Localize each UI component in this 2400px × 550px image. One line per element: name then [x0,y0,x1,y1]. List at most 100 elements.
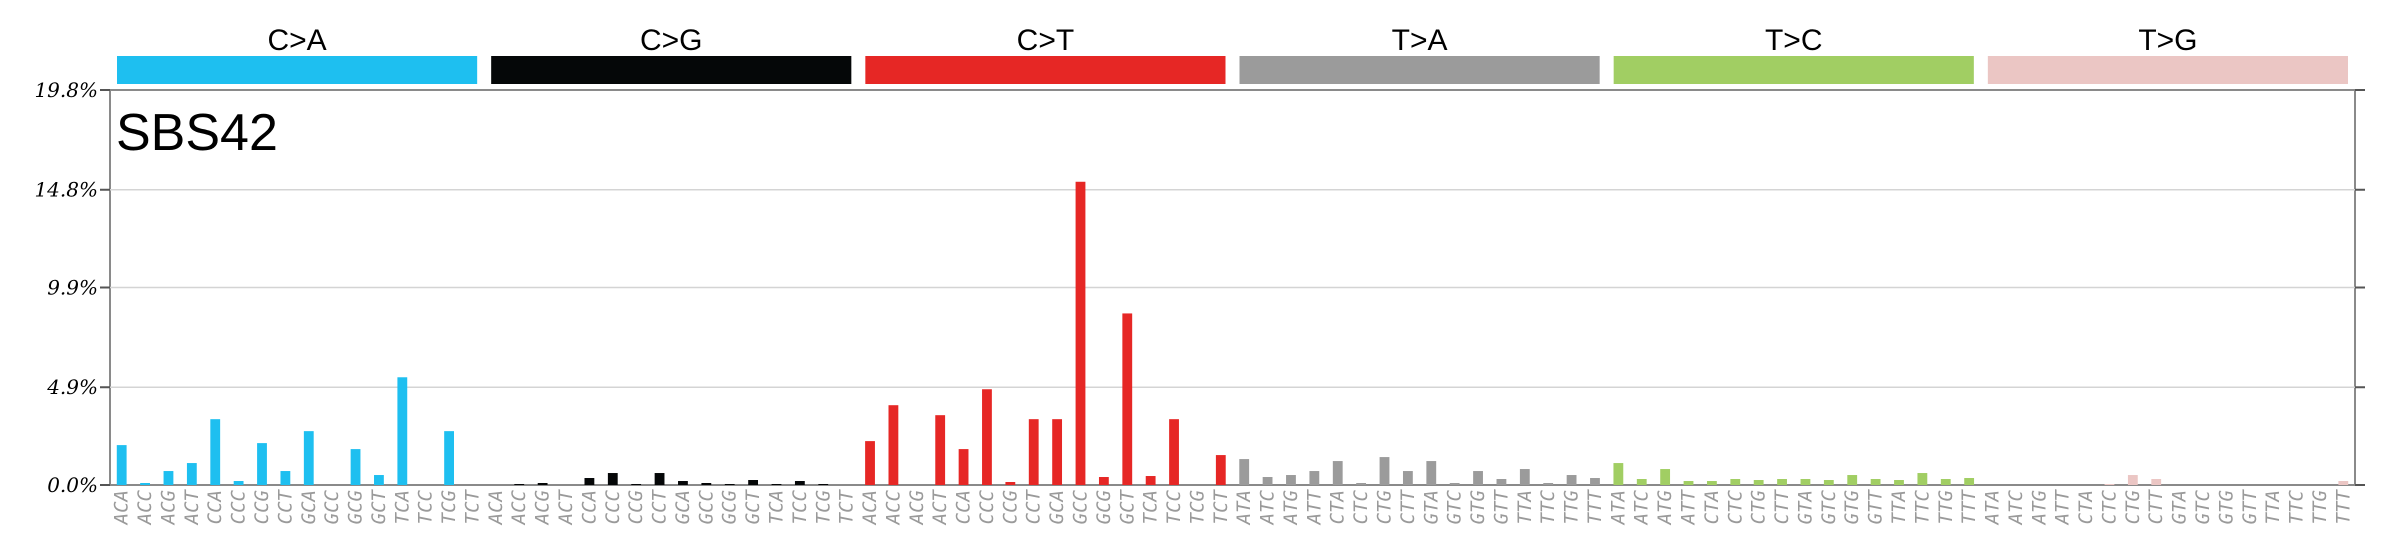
bar [537,483,548,485]
x-tick-label: TCG [1186,490,1208,524]
x-tick-label: GTC [2192,489,2214,524]
bar [631,484,642,485]
bar [233,481,244,485]
x-tick-label: ATC [1257,489,1279,525]
bar [1800,479,1811,485]
x-tick-label: CCC [228,489,250,524]
x-tick-label: GCA [672,490,694,524]
y-tick-label: 9.9% [47,276,98,300]
bar [771,484,782,485]
bar [1940,479,1951,485]
x-tick-label: GCT [1116,488,1138,524]
x-tick-label: CCG [251,490,273,524]
mutation-band-0 [117,56,478,84]
x-tick-label: CCG [999,490,1021,524]
bar [982,389,992,485]
x-tick-label: TCG [812,490,834,524]
x-tick-label: ACA [859,490,881,525]
x-tick-label: ACC [134,489,156,525]
bar [397,377,408,485]
bar [116,445,127,485]
bar [794,481,805,485]
bar [1870,479,1881,485]
x-tick-label: TCC [1163,489,1185,524]
bar [1286,475,1296,485]
x-tick-label: ACC [882,489,904,525]
mutation-band-3 [1239,56,1600,84]
bar [1052,419,1063,485]
bar [1028,419,1039,485]
x-tick-label: CCT [649,488,671,524]
x-tick-label: CTA [2075,490,2097,524]
bar [1706,481,1717,485]
x-tick-label: CTG [1748,490,1770,524]
mutation-band-5 [1987,56,2348,84]
x-tick-label: ATT [1678,488,1700,525]
x-tick-label: TTG [2309,490,2331,524]
x-tick-label: CTC [1350,489,1372,524]
bar [1215,455,1226,485]
bar [1753,480,1764,485]
bar [444,431,454,485]
bar [140,483,150,485]
bar [186,463,197,485]
x-tick-label: GCC [695,489,717,524]
x-tick-label: GTA [1794,490,1816,524]
bar [2127,475,2138,485]
y-axis-ticks: 0.0% 4.9% 9.9% 14.8% 19.8% [34,78,2365,497]
bar [654,473,665,485]
gridlines [110,188,2355,388]
x-tick-label: GCT [742,488,764,524]
bar [888,405,899,485]
bar [1122,313,1133,485]
bar [1847,475,1858,485]
bar [1964,478,1975,485]
x-tick-label: ATA [1233,490,1255,525]
bar [1005,482,1016,485]
bar [1823,480,1834,485]
bar [607,473,618,485]
mutation-band-2 [865,56,1226,84]
bar [1777,479,1787,485]
bar [935,415,946,485]
x-tick-label: GCG [1093,490,1115,524]
bar [1566,475,1577,485]
bar [303,431,314,485]
x-tick-label: CCA [204,490,226,524]
x-tick-label: TTC [2286,489,2308,524]
bar [374,475,384,485]
bar [818,484,829,485]
bar [1145,476,1156,485]
x-tick-label: GTG [2215,490,2237,524]
bar [1449,483,1460,485]
x-tick-label: ACT [929,488,951,525]
x-tick-label: CTT [1397,488,1419,524]
x-tick-label: TCT [1210,488,1232,524]
bar [1332,461,1343,485]
x-tick-label: CTT [2145,488,2167,524]
x-axis-labels: ACA ACC ACG ACT CCA CCC CCG CCT GCA GCC GCG GCT TCA T… [111,488,2355,525]
x-tick-label: ACA [485,490,507,525]
x-tick-label: GCG [719,490,741,524]
x-tick-label: CTA [1327,490,1349,524]
x-tick-label: GCT [368,488,390,524]
bar [2104,484,2115,485]
x-tick-label: ATT [1303,488,1325,525]
y-tick-label: 19.8% [34,78,98,102]
mutation-type-label: C>A [267,24,326,57]
x-tick-label: GTC [1444,489,1466,524]
x-tick-label: CCA [578,490,600,524]
x-tick-label: GCC [1069,489,1091,524]
x-tick-label: ACG [532,490,554,525]
x-tick-label: ACT [181,488,203,525]
mutation-band-1 [491,56,852,84]
x-tick-label: ATA [1982,490,2004,525]
x-tick-label: ATG [2028,490,2050,525]
x-tick-label: TCA [391,490,413,524]
x-tick-label: TCC [415,489,437,524]
mutation-type-label: T>A [1392,24,1448,57]
mutation-type-label: C>G [640,24,703,57]
bar [1730,479,1741,485]
bar [1098,477,1109,485]
